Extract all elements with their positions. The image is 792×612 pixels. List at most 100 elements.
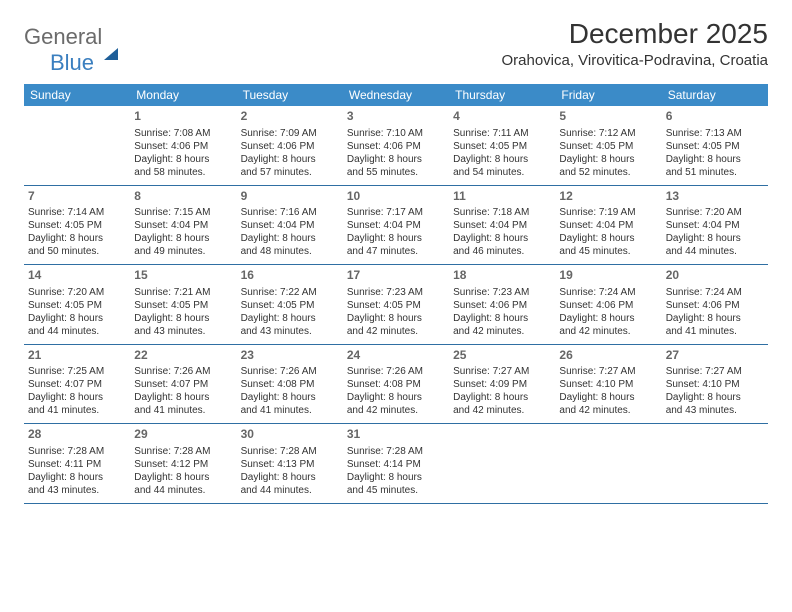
day-header: Sunday <box>24 84 130 106</box>
day-info-line: Sunrise: 7:22 AM <box>241 286 339 299</box>
day-number: 11 <box>453 189 551 205</box>
day-info-line: and 41 minutes. <box>666 325 764 338</box>
day-info-line: Daylight: 8 hours <box>28 232 126 245</box>
day-header: Friday <box>555 84 661 106</box>
day-info-line: Sunset: 4:06 PM <box>666 299 764 312</box>
day-cell: 16 Sunrise: 7:22 AMSunset: 4:05 PMDayligh… <box>237 265 343 345</box>
day-info-line: Sunset: 4:05 PM <box>453 140 551 153</box>
logo-text-general: General <box>24 24 102 49</box>
day-cell: 11Sunrise: 7:18 AMSunset: 4:04 PMDayligh… <box>449 185 555 265</box>
day-info-line: and 47 minutes. <box>347 245 445 258</box>
day-info-line: and 42 minutes. <box>347 404 445 417</box>
day-info-line: and 41 minutes. <box>28 404 126 417</box>
day-cell: 28 Sunrise: 7:28 AMSunset: 4:11 PMDayligh… <box>24 424 130 504</box>
day-cell: 13Sunrise: 7:20 AMSunset: 4:04 PMDayligh… <box>662 185 768 265</box>
day-info-line: Sunrise: 7:11 AM <box>453 127 551 140</box>
day-number: 13 <box>666 189 764 205</box>
day-info-line: Sunset: 4:10 PM <box>666 378 764 391</box>
day-info-line: Daylight: 8 hours <box>134 312 232 325</box>
day-cell: 29Sunrise: 7:28 AMSunset: 4:12 PMDayligh… <box>130 424 236 504</box>
day-number: 16 <box>241 268 339 284</box>
day-info-line: Daylight: 8 hours <box>453 232 551 245</box>
day-cell: 2Sunrise: 7:09 AMSunset: 4:06 PMDaylight… <box>237 106 343 185</box>
day-number: 22 <box>134 348 232 364</box>
day-number: 5 <box>559 109 657 125</box>
day-info-line: Daylight: 8 hours <box>134 391 232 404</box>
day-number: 25 <box>453 348 551 364</box>
day-info-line: and 45 minutes. <box>559 245 657 258</box>
day-info-line: Sunset: 4:05 PM <box>134 299 232 312</box>
day-number: 8 <box>134 189 232 205</box>
location-text: Orahovica, Virovitica-Podravina, Croatia <box>501 52 768 69</box>
day-header: Wednesday <box>343 84 449 106</box>
day-info-line: Sunset: 4:07 PM <box>134 378 232 391</box>
day-info-line: Sunrise: 7:16 AM <box>241 206 339 219</box>
day-info-line: Sunrise: 7:17 AM <box>347 206 445 219</box>
day-info-line: Sunset: 4:11 PM <box>28 458 126 471</box>
day-info-line: Daylight: 8 hours <box>28 471 126 484</box>
day-cell: 6Sunrise: 7:13 AMSunset: 4:05 PMDaylight… <box>662 106 768 185</box>
day-info-line: Sunrise: 7:28 AM <box>28 445 126 458</box>
day-info-line: Daylight: 8 hours <box>453 391 551 404</box>
day-info-line: Sunset: 4:06 PM <box>134 140 232 153</box>
day-info-line: Daylight: 8 hours <box>241 232 339 245</box>
day-cell: 31Sunrise: 7:28 AMSunset: 4:14 PMDayligh… <box>343 424 449 504</box>
day-info-line: and 45 minutes. <box>347 484 445 497</box>
week-row: 1Sunrise: 7:08 AMSunset: 4:06 PMDaylight… <box>24 106 768 185</box>
day-info-line: Sunrise: 7:23 AM <box>453 286 551 299</box>
day-info-line: and 57 minutes. <box>241 166 339 179</box>
day-info-line: Sunset: 4:04 PM <box>134 219 232 232</box>
day-cell: 24Sunrise: 7:26 AMSunset: 4:08 PMDayligh… <box>343 344 449 424</box>
day-info-line: Daylight: 8 hours <box>347 153 445 166</box>
day-info-line: Sunrise: 7:27 AM <box>453 365 551 378</box>
day-info-line: Daylight: 8 hours <box>666 232 764 245</box>
day-info-line: Sunrise: 7:27 AM <box>559 365 657 378</box>
day-info-line: Sunset: 4:06 PM <box>559 299 657 312</box>
day-info-line: and 54 minutes. <box>453 166 551 179</box>
day-info-line: Sunrise: 7:14 AM <box>28 206 126 219</box>
day-info-line: Sunrise: 7:20 AM <box>666 206 764 219</box>
day-info-line: Sunset: 4:05 PM <box>28 219 126 232</box>
day-info-line: Daylight: 8 hours <box>241 312 339 325</box>
day-info-line: and 42 minutes. <box>453 404 551 417</box>
day-header: Saturday <box>662 84 768 106</box>
day-info-line: Sunrise: 7:18 AM <box>453 206 551 219</box>
day-info-line: Sunrise: 7:23 AM <box>347 286 445 299</box>
day-number: 12 <box>559 189 657 205</box>
day-cell: 30Sunrise: 7:28 AMSunset: 4:13 PMDayligh… <box>237 424 343 504</box>
day-header: Thursday <box>449 84 555 106</box>
week-row: 21Sunrise: 7:25 AMSunset: 4:07 PMDayligh… <box>24 344 768 424</box>
day-cell: 25Sunrise: 7:27 AMSunset: 4:09 PMDayligh… <box>449 344 555 424</box>
day-number: 9 <box>241 189 339 205</box>
logo-sail-icon <box>104 31 118 60</box>
day-info-line: Sunrise: 7:27 AM <box>666 365 764 378</box>
day-info-line: Daylight: 8 hours <box>241 153 339 166</box>
week-row: 28 Sunrise: 7:28 AMSunset: 4:11 PMDayligh… <box>24 424 768 504</box>
day-info-line: and 44 minutes. <box>666 245 764 258</box>
logo: General Blue <box>24 24 118 76</box>
day-info-line: Daylight: 8 hours <box>666 312 764 325</box>
day-number: 17 <box>347 268 445 284</box>
day-cell: 14Sunrise: 7:20 AMSunset: 4:05 PMDayligh… <box>24 265 130 345</box>
day-info-line: Sunset: 4:10 PM <box>559 378 657 391</box>
day-info-line: and 42 minutes. <box>559 404 657 417</box>
day-number: 20 <box>666 268 764 284</box>
day-number: 28 <box>28 427 126 443</box>
day-info-line: Sunrise: 7:26 AM <box>134 365 232 378</box>
day-number: 29 <box>134 427 232 443</box>
day-info-line: Sunrise: 7:10 AM <box>347 127 445 140</box>
month-title: December 2025 <box>501 18 768 50</box>
day-number: 14 <box>28 268 126 284</box>
logo-text-block: General Blue <box>24 24 118 76</box>
day-number: 15 <box>134 268 232 284</box>
day-info-line: Sunset: 4:04 PM <box>666 219 764 232</box>
day-info-line: and 42 minutes. <box>453 325 551 338</box>
day-cell <box>662 424 768 504</box>
day-info-line: Sunset: 4:05 PM <box>241 299 339 312</box>
day-info-line: Daylight: 8 hours <box>666 391 764 404</box>
day-info-line: and 52 minutes. <box>559 166 657 179</box>
day-info-line: Sunset: 4:05 PM <box>666 140 764 153</box>
week-row: 7Sunrise: 7:14 AMSunset: 4:05 PMDaylight… <box>24 185 768 265</box>
day-info-line: and 43 minutes. <box>241 325 339 338</box>
day-cell: 9Sunrise: 7:16 AMSunset: 4:04 PMDaylight… <box>237 185 343 265</box>
